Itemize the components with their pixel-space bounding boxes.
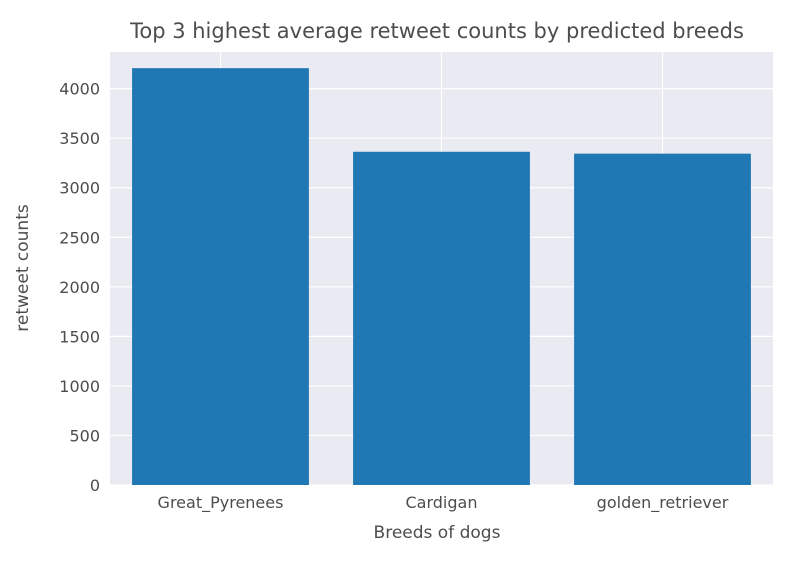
y-tick-label: 2500: [59, 228, 100, 247]
bar-great-pyrenees: [132, 68, 309, 485]
y-tick-label: 1500: [59, 327, 100, 346]
y-tick-label: 1000: [59, 377, 100, 396]
x-tick-labels: Great_Pyrenees Cardigan golden_retriever: [158, 493, 729, 513]
bars-layer: [132, 68, 751, 485]
bar-golden-retriever: [574, 153, 751, 485]
y-tick-label: 500: [69, 426, 100, 445]
y-tick-label: 2000: [59, 278, 100, 297]
y-axis-label: retweet counts: [13, 204, 33, 332]
x-axis-label: Breeds of dogs: [374, 523, 501, 543]
y-tick-label: 0: [90, 476, 100, 495]
y-tick-label: 3500: [59, 129, 100, 148]
y-tick-label: 3000: [59, 179, 100, 198]
y-tick-label: 4000: [59, 80, 100, 99]
bar-cardigan: [353, 151, 530, 485]
x-tick-label: Cardigan: [406, 493, 478, 512]
x-tick-label: Great_Pyrenees: [158, 493, 284, 513]
x-tick-label: golden_retriever: [597, 493, 729, 513]
y-tick-labels: 0 500 1000 1500 2000 2500 3000 3500 4000: [59, 80, 100, 495]
chart-title: Top 3 highest average retweet counts by …: [129, 19, 744, 43]
